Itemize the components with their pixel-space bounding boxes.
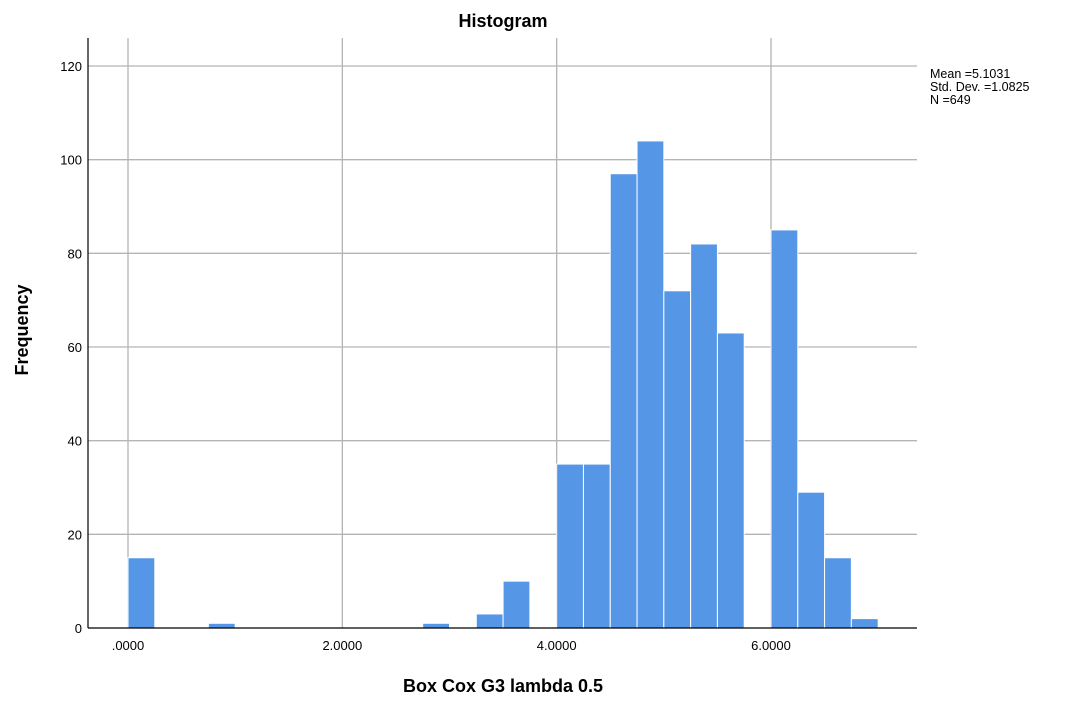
histogram-bar	[556, 463, 584, 629]
histogram-bar	[422, 622, 451, 629]
y-tick-label: 120	[60, 59, 82, 74]
stat-mean: Mean =5.1031	[930, 67, 1011, 81]
histogram-bar	[850, 618, 879, 629]
stat-n: N =649	[930, 93, 971, 107]
x-tick-label: .0000	[112, 638, 145, 653]
histogram-bar	[127, 557, 156, 629]
y-axis-label: Frequency	[12, 284, 32, 375]
y-tick-label: 40	[68, 434, 82, 449]
x-tick-label: 4.0000	[537, 638, 577, 653]
histogram-bar	[690, 243, 718, 629]
histogram-bar	[582, 463, 611, 629]
y-tick-label: 80	[68, 246, 82, 261]
x-axis-ticks: .0000 2.0000 4.0000 6.0000	[112, 638, 791, 653]
histogram-bar	[770, 229, 799, 629]
y-axis-ticks: 0 20 40 60 80 100 120	[60, 59, 82, 636]
axes	[87, 38, 917, 629]
histogram-bar	[502, 580, 531, 629]
stat-std-dev: Std. Dev. =1.0825	[930, 80, 1030, 94]
y-tick-label: 20	[68, 527, 82, 542]
histogram-bar	[663, 290, 692, 629]
histogram-bar	[636, 140, 665, 629]
y-tick-label: 0	[75, 621, 82, 636]
histogram-bar	[797, 491, 826, 629]
chart-title: Histogram	[458, 11, 547, 31]
y-tick-label: 60	[68, 340, 82, 355]
summary-statistics: Mean =5.1031 Std. Dev. =1.0825 N =649	[930, 68, 1030, 107]
y-tick-label: 100	[60, 153, 82, 168]
histogram-bar	[207, 622, 236, 629]
x-tick-label: 2.0000	[322, 638, 362, 653]
histogram-bars	[127, 140, 879, 629]
x-tick-label: 6.0000	[751, 638, 791, 653]
histogram-bar	[716, 332, 745, 629]
histogram-bar	[475, 613, 504, 629]
histogram-bar	[609, 173, 638, 629]
x-axis-label: Box Cox G3 lambda 0.5	[403, 676, 603, 696]
histogram-bar	[824, 557, 852, 629]
